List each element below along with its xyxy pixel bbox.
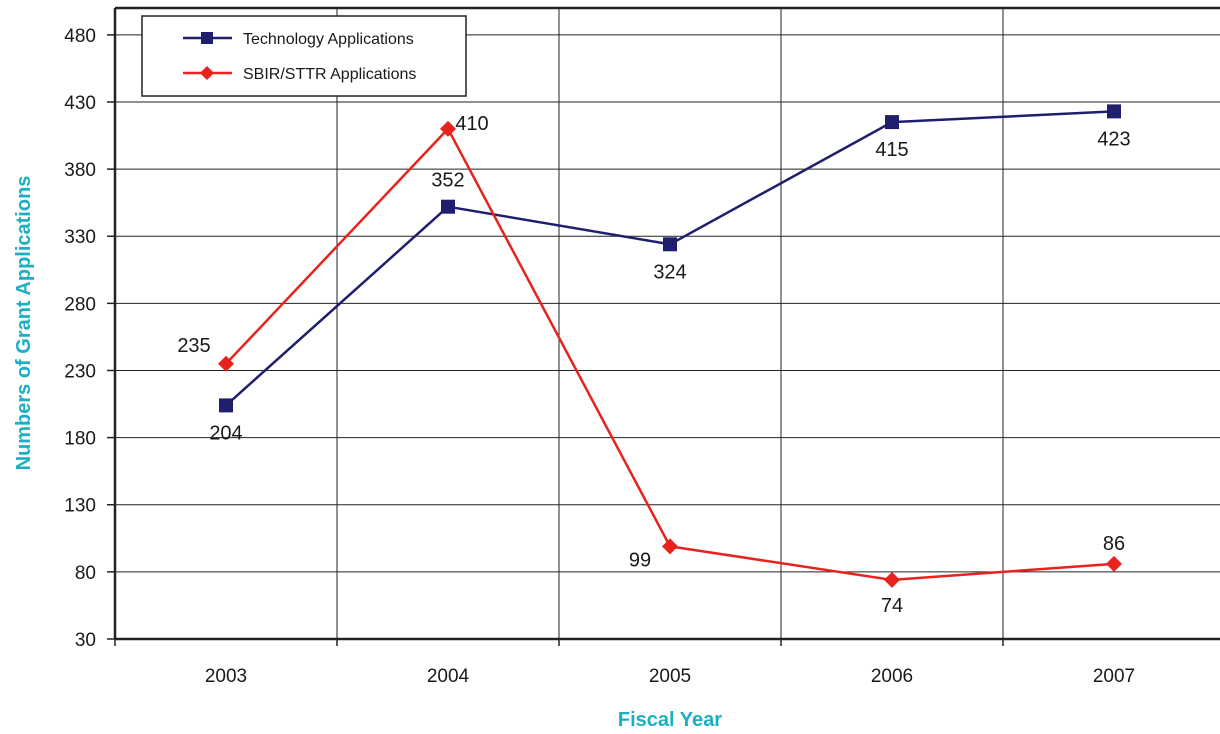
data-point-marker — [1107, 104, 1121, 119]
data-point-marker — [218, 355, 234, 372]
y-tick-label: 280 — [64, 294, 96, 315]
data-label: 86 — [1103, 533, 1125, 555]
y-tick-label: 430 — [64, 93, 96, 114]
data-label: 235 — [177, 335, 210, 357]
legend-marker-technology — [201, 32, 213, 44]
y-tick-label: 380 — [64, 160, 96, 181]
y-tick-label: 30 — [75, 630, 96, 651]
plot-area — [115, 8, 1220, 639]
data-label: 99 — [629, 549, 651, 571]
x-axis-title: Fiscal Year — [618, 709, 722, 731]
y-tick-label: 180 — [64, 429, 96, 450]
x-tick-label: 2005 — [649, 666, 691, 687]
series-group — [218, 104, 1122, 588]
data-label: 352 — [431, 170, 464, 192]
data-label: 415 — [875, 139, 908, 161]
data-point-marker — [662, 538, 678, 555]
data-point-marker — [219, 398, 233, 413]
data-label: 423 — [1097, 128, 1130, 150]
x-tick-label: 2007 — [1093, 666, 1135, 687]
data-point-marker — [884, 571, 900, 588]
y-tick-label: 130 — [64, 496, 96, 517]
data-labels: 204 352 324 415 423 235 410 99 74 86 — [177, 113, 1130, 617]
legend-label-technology: Technology Applications — [243, 31, 414, 48]
data-label: 324 — [653, 261, 686, 283]
axes — [107, 6, 1220, 646]
legend-label-sbir: SBIR/STTR Applications — [243, 66, 416, 83]
y-tick-label: 230 — [64, 361, 96, 382]
data-label: 410 — [455, 113, 488, 135]
legend: Technology Applications SBIR/STTR Applic… — [141, 15, 467, 97]
data-point-marker — [440, 120, 456, 137]
data-label: 74 — [881, 595, 903, 617]
data-point-marker — [1106, 555, 1122, 572]
data-point-marker — [441, 199, 455, 214]
y-tick-label: 80 — [75, 563, 96, 584]
x-tick-label: 2004 — [427, 666, 470, 687]
legend-box — [141, 15, 467, 97]
data-point-marker — [885, 115, 899, 130]
x-tick-labels: 2003 2004 2005 2006 2007 — [205, 666, 1135, 687]
x-tick-label: 2006 — [871, 666, 913, 687]
y-axis-title: Numbers of Grant Applications — [13, 176, 35, 471]
data-label: 204 — [209, 422, 242, 444]
legend-marker-sbir — [200, 66, 214, 80]
data-point-marker — [663, 237, 677, 252]
x-tick-label: 2003 — [205, 666, 247, 687]
y-tick-label: 330 — [64, 227, 96, 248]
y-tick-labels: 30 80 130 180 230 280 330 380 430 480 — [64, 26, 96, 651]
y-tick-label: 480 — [64, 26, 96, 47]
